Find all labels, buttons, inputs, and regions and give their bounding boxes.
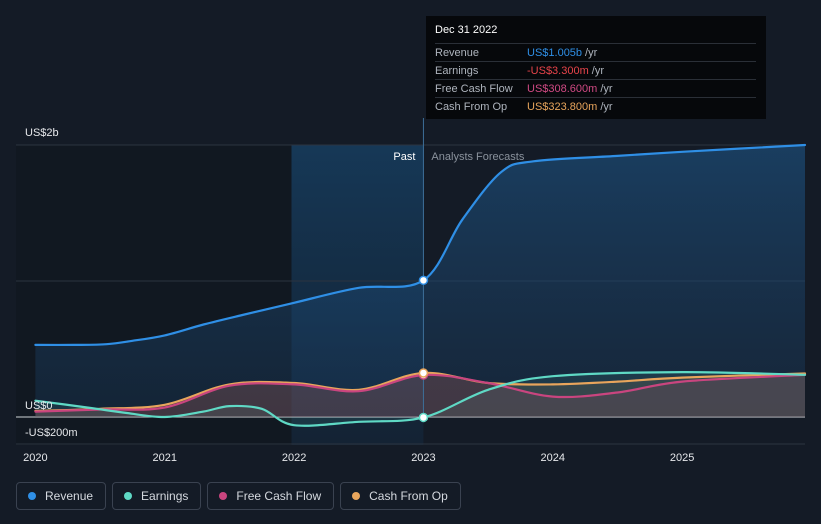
x-axis-tick-label: 2023 xyxy=(411,452,435,464)
tooltip-label: Cash From Op xyxy=(435,100,508,113)
y-axis-label: US$2b xyxy=(25,127,59,139)
legend-dot xyxy=(219,492,228,500)
free-cash-flow-line xyxy=(34,373,807,413)
tooltip-unit: /yr xyxy=(600,82,613,95)
legend-label: Free Cash Flow xyxy=(236,489,322,503)
tooltip-unit: /yr xyxy=(600,100,613,113)
cash-from-op-line xyxy=(34,371,807,412)
y-axis-label: -US$200m xyxy=(25,427,78,439)
tooltip-value: US$323.800m xyxy=(527,100,598,113)
legend-dot xyxy=(28,492,36,500)
tooltip-label: Revenue xyxy=(435,46,480,59)
legend-label: Revenue xyxy=(45,489,94,503)
tooltip-row-free-cash-flow: Free Cash Flow US$308.600m /yr xyxy=(435,79,756,97)
chart-legend: Revenue Earnings Free Cash Flow Cash Fro… xyxy=(16,482,461,512)
legend-item-free-cash-flow[interactable]: Free Cash Flow xyxy=(207,482,335,510)
x-axis-tick-label: 2025 xyxy=(670,452,694,464)
tooltip-unit: /yr xyxy=(585,46,598,59)
earnings-area xyxy=(35,372,805,426)
tooltip-label: Free Cash Flow xyxy=(435,82,513,95)
tooltip-label: Earnings xyxy=(435,64,479,77)
tooltip-row-earnings: Earnings -US$3.300m /yr xyxy=(435,61,756,79)
legend-label: Cash From Op xyxy=(369,489,448,503)
tooltip-value: US$308.600m xyxy=(527,82,598,95)
tooltip-date: Dec 31 2022 xyxy=(435,24,498,36)
x-axis-tick-label: 2020 xyxy=(23,452,47,464)
revenue-line xyxy=(34,143,807,347)
x-axis-tick-label: 2021 xyxy=(153,452,177,464)
legend-item-revenue[interactable]: Revenue xyxy=(16,482,107,510)
legend-label: Earnings xyxy=(141,489,189,503)
legend-item-earnings[interactable]: Earnings xyxy=(112,482,202,510)
revenue-area xyxy=(35,145,805,417)
legend-dot xyxy=(124,492,133,500)
tooltip-panel: Dec 31 2022 Revenue US$1.005b /yr Earnin… xyxy=(426,16,766,119)
legend-dot xyxy=(352,492,361,500)
legend-item-cash-from-op[interactable]: Cash From Op xyxy=(340,482,461,510)
revenue-marker xyxy=(418,275,429,286)
cash-from-op-marker xyxy=(418,368,429,378)
x-axis-tick-label: 2022 xyxy=(282,452,306,464)
y-axis-label: US$0 xyxy=(25,400,53,412)
forecast-label: Analysts Forecasts xyxy=(431,151,524,163)
tooltip-row-revenue: Revenue US$1.005b /yr xyxy=(435,43,756,61)
tooltip-value: -US$3.300m xyxy=(527,64,589,77)
earnings-line xyxy=(34,370,807,427)
earnings-marker xyxy=(418,412,429,423)
tooltip-row-cash-from-op: Cash From Op US$323.800m /yr xyxy=(435,97,756,115)
tooltip-value: US$1.005b xyxy=(527,46,583,59)
past-label: Past xyxy=(393,151,415,163)
tooltip-unit: /yr xyxy=(591,64,604,77)
x-axis-tick-label: 2024 xyxy=(541,452,565,464)
